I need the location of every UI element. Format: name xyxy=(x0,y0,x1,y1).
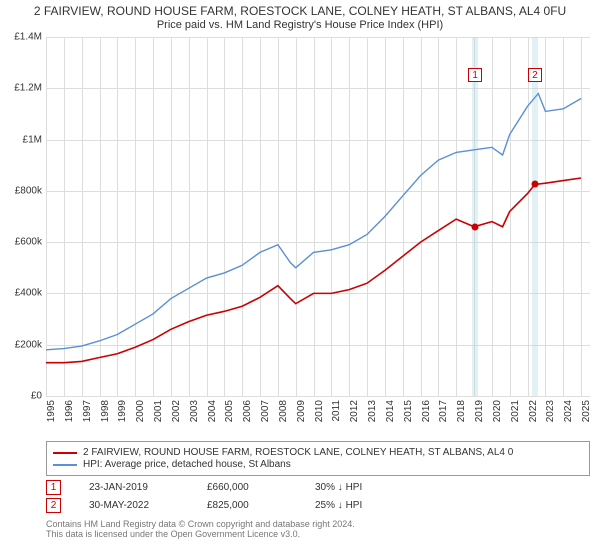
title-subtitle: Price paid vs. HM Land Registry's House … xyxy=(10,19,590,31)
x-tick-label: 2001 xyxy=(153,400,164,422)
page: 2 FAIRVIEW, ROUND HOUSE FARM, ROESTOCK L… xyxy=(0,0,600,560)
x-tick-label: 2004 xyxy=(207,400,218,422)
event-delta: 25% ↓ HPI xyxy=(315,500,362,511)
legend: 2 FAIRVIEW, ROUND HOUSE FARM, ROESTOCK L… xyxy=(46,441,590,476)
x-tick-label: 2009 xyxy=(296,400,307,422)
legend-row: 2 FAIRVIEW, ROUND HOUSE FARM, ROESTOCK L… xyxy=(53,447,583,458)
y-tick-label: £800k xyxy=(15,185,42,196)
y-tick-label: £1.4M xyxy=(14,32,42,43)
series-price_paid xyxy=(46,178,581,363)
x-tick-label: 2008 xyxy=(278,400,289,422)
x-tick-label: 2006 xyxy=(242,400,253,422)
x-tick-label: 2025 xyxy=(581,400,592,422)
event-date: 23-JAN-2019 xyxy=(89,482,179,493)
event-delta: 30% ↓ HPI xyxy=(315,482,362,493)
x-tick-label: 1997 xyxy=(82,400,93,422)
x-tick-label: 2020 xyxy=(492,400,503,422)
x-tick-label: 2017 xyxy=(438,400,449,422)
event-price: £660,000 xyxy=(207,482,287,493)
chart-area: £0£200k£400k£600k£800k£1M£1.2M£1.4M 12 1… xyxy=(46,37,590,397)
x-tick-label: 1998 xyxy=(100,400,111,422)
y-tick-label: £0 xyxy=(31,391,42,402)
event-table: 1 23-JAN-2019 £660,000 30% ↓ HPI 2 30-MAY-202… xyxy=(46,480,590,513)
x-tick-label: 2011 xyxy=(331,400,342,422)
event-row: 1 23-JAN-2019 £660,000 30% ↓ HPI xyxy=(46,480,590,495)
footer-copyright: Contains HM Land Registry data © Crown c… xyxy=(46,519,590,529)
x-tick-label: 1999 xyxy=(117,400,128,422)
x-tick-label: 2021 xyxy=(510,400,521,422)
x-tick-label: 2007 xyxy=(260,400,271,422)
legend-row: HPI: Average price, detached house, St A… xyxy=(53,459,583,470)
legend-label: 2 FAIRVIEW, ROUND HOUSE FARM, ROESTOCK L… xyxy=(83,447,513,458)
event-badge: 2 xyxy=(46,498,61,513)
x-axis-labels: 1995 1996 1997 1998 1999 2000 2001 2002 2003 2004… xyxy=(46,396,590,436)
x-tick-label: 2014 xyxy=(385,400,396,422)
title-address: 2 FAIRVIEW, ROUND HOUSE FARM, ROESTOCK L… xyxy=(10,4,590,18)
x-tick-label: 2003 xyxy=(189,400,200,422)
x-tick-label: 2022 xyxy=(528,400,539,422)
y-tick-label: £1M xyxy=(23,134,42,145)
x-tick-label: 2012 xyxy=(349,400,360,422)
x-tick-label: 1995 xyxy=(46,400,57,422)
event-row: 2 30-MAY-2022 £825,000 25% ↓ HPI xyxy=(46,498,590,513)
footer: Contains HM Land Registry data © Crown c… xyxy=(46,519,590,539)
y-tick-label: £200k xyxy=(15,339,42,350)
x-tick-label: 2002 xyxy=(171,400,182,422)
marker-badge: 2 xyxy=(528,68,542,82)
event-price: £825,000 xyxy=(207,500,287,511)
x-tick-label: 2023 xyxy=(545,400,556,422)
x-tick-label: 2010 xyxy=(314,400,325,422)
x-tick-label: 2024 xyxy=(563,400,574,422)
x-tick-label: 2013 xyxy=(367,400,378,422)
x-tick-label: 2000 xyxy=(135,400,146,422)
x-tick-label: 1996 xyxy=(64,400,75,422)
marker-dot xyxy=(531,181,538,188)
x-tick-label: 2016 xyxy=(421,400,432,422)
line-series-svg xyxy=(46,37,590,396)
y-tick-label: £1.2M xyxy=(14,83,42,94)
y-tick-label: £600k xyxy=(15,237,42,248)
footer-licence: This data is licensed under the Open Gov… xyxy=(46,529,590,539)
legend-label: HPI: Average price, detached house, St A… xyxy=(83,459,291,470)
event-badge: 1 xyxy=(46,480,61,495)
legend-swatch xyxy=(53,464,77,466)
x-tick-label: 2005 xyxy=(224,400,235,422)
legend-swatch xyxy=(53,452,77,454)
x-tick-label: 2015 xyxy=(403,400,414,422)
x-tick-label: 2018 xyxy=(456,400,467,422)
marker-dot xyxy=(472,223,479,230)
plot-area: 12 xyxy=(46,37,590,396)
chart-title: 2 FAIRVIEW, ROUND HOUSE FARM, ROESTOCK L… xyxy=(0,0,600,33)
event-date: 30-MAY-2022 xyxy=(89,500,179,511)
marker-badge: 1 xyxy=(468,68,482,82)
y-axis-labels: £0£200k£400k£600k£800k£1M£1.2M£1.4M xyxy=(0,37,44,396)
y-tick-label: £400k xyxy=(15,288,42,299)
series-hpi xyxy=(46,93,581,349)
x-tick-label: 2019 xyxy=(474,400,485,422)
